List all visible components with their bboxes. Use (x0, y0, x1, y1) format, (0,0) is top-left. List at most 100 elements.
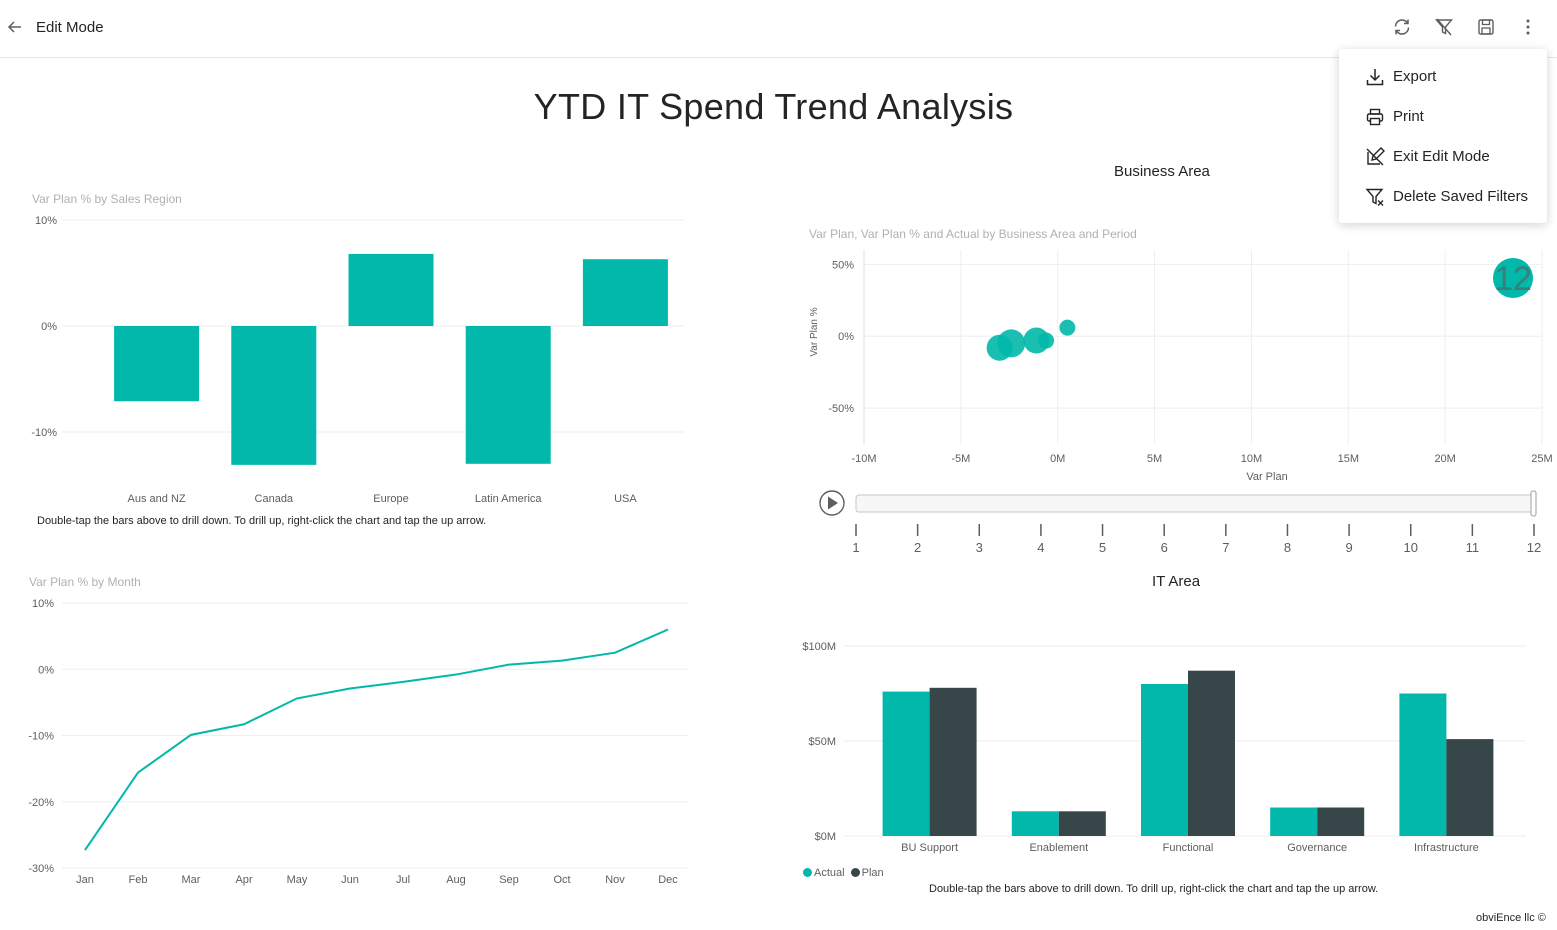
play-axis-label: 11 (1466, 540, 1480, 555)
bar-aus-and-nz (114, 326, 200, 402)
period-badge-label: 12 (1494, 260, 1532, 298)
play-axis-label: 5 (1099, 540, 1106, 555)
play-axis-label: 3 (976, 540, 983, 555)
region-bar-chart[interactable]: 10% 0% -10% Aus and NZ Canada Europe Latin Ame… (0, 205, 700, 510)
x-tick-label: BU Support (901, 842, 958, 854)
bar-plan-functional (1188, 670, 1235, 836)
bubble-point (1059, 319, 1076, 336)
it-area-bar-chart[interactable]: $100M $50M $0M BU Support Enablement Function… (790, 630, 1550, 860)
menu-item-export-label: Export (1393, 68, 1437, 85)
x-tick-label: Jun (341, 874, 359, 886)
bar-plan-enablement (1058, 811, 1106, 836)
x-tick-label: Sep (499, 874, 519, 886)
y-tick-label: $100M (802, 641, 836, 653)
play-axis-label: 9 (1345, 540, 1352, 555)
y-tick-label: 0% (41, 321, 57, 333)
y-tick-label: 50% (832, 259, 854, 271)
play-axis-label: 12 (1527, 540, 1541, 555)
x-tick-label: Aus and NZ (128, 493, 186, 505)
business-area-title: Business Area (1114, 163, 1210, 180)
play-triangle-icon (828, 496, 838, 510)
clear-filter-icon[interactable] (1434, 17, 1454, 37)
y-tick-label: -50% (828, 403, 854, 415)
exit-edit-icon (1366, 147, 1385, 166)
bar-actual-bu-support (882, 691, 930, 836)
menu-item-delete-filters[interactable]: Delete Saved Filters (1339, 177, 1547, 217)
bar-actual-governance (1270, 807, 1318, 836)
y-tick-label: $50M (808, 736, 836, 748)
save-icon[interactable] (1476, 17, 1496, 37)
y-tick-label: -10% (31, 427, 57, 439)
menu-item-export[interactable]: Export (1339, 57, 1547, 97)
x-tick-label: Latin America (475, 493, 543, 505)
x-tick-label: USA (614, 493, 637, 505)
business-area-scatter-chart[interactable]: -10M -5M 0M 5M 10M 15M 20M 25M 50% 0% -50% Var Plan… (800, 245, 1557, 560)
legend-actual-dot (803, 868, 812, 877)
month-line-chart[interactable]: 10% 0% -10% -20% -30% Jan Feb Mar Apr May Jun Jul Au… (0, 590, 700, 895)
y-tick-label: 10% (35, 215, 57, 227)
x-tick-label: -10M (851, 453, 876, 465)
page-title: YTD IT Spend Trend Analysis (533, 86, 1014, 127)
x-tick-label: -5M (951, 453, 970, 465)
x-tick-label: 5M (1147, 453, 1162, 465)
x-tick-label: 0M (1050, 453, 1065, 465)
bar-actual-functional (1141, 684, 1188, 836)
back-arrow-icon[interactable] (6, 18, 24, 36)
menu-item-exit-edit-label: Exit Edit Mode (1393, 148, 1490, 165)
more-options-icon[interactable] (1518, 17, 1538, 37)
more-options-menu: Export Print Exit Edit Mode Delete Saved… (1339, 49, 1547, 223)
play-axis-label: 2 (914, 540, 921, 555)
bar-actual-infrastructure (1399, 693, 1447, 836)
x-tick-label: Jul (396, 874, 410, 886)
menu-item-print-label: Print (1393, 108, 1424, 125)
x-tick-label: Europe (373, 493, 408, 505)
x-axis-title: Var Plan (1246, 471, 1287, 483)
legend-plan[interactable]: Plan (850, 867, 884, 879)
y-tick-label: -20% (28, 797, 54, 809)
scatter-chart-title: Var Plan, Var Plan % and Actual by Busin… (809, 227, 1137, 241)
menu-item-print[interactable]: Print (1339, 97, 1547, 137)
bar-canada (231, 326, 317, 465)
play-axis-thumb[interactable] (1530, 490, 1537, 517)
legend-plan-dot (850, 868, 860, 877)
play-axis-label: 1 (852, 540, 859, 555)
bubble-point (997, 329, 1026, 358)
copyright-text: obviEnce llc © (1476, 912, 1546, 924)
legend-actual-label: Actual (814, 867, 845, 879)
legend-actual[interactable]: Actual (803, 867, 845, 879)
x-tick-label: Canada (255, 493, 294, 505)
bar-usa (582, 259, 668, 326)
bar-latin-america (465, 326, 551, 464)
x-tick-label: Oct (553, 874, 570, 886)
play-axis-label: 7 (1222, 540, 1229, 555)
legend-plan-label: Plan (861, 867, 884, 879)
x-tick-label: Governance (1287, 842, 1347, 854)
it-drill-note: Double-tap the bars above to drill down.… (929, 883, 1379, 895)
menu-item-delete-filters-label: Delete Saved Filters (1393, 188, 1529, 205)
x-tick-label: Apr (235, 874, 252, 886)
x-tick-label: Infrastructure (1414, 842, 1479, 854)
play-axis-label: 4 (1037, 540, 1044, 555)
it-area-legend: Actual Plan (803, 867, 884, 879)
menu-item-exit-edit[interactable]: Exit Edit Mode (1339, 137, 1547, 177)
x-tick-label: Dec (658, 874, 678, 886)
bubble-point (1038, 332, 1055, 349)
y-tick-label: 10% (32, 598, 54, 610)
bar-europe (348, 253, 434, 326)
x-tick-label: Jan (76, 874, 94, 886)
month-chart-title: Var Plan % by Month (29, 575, 141, 589)
y-tick-label: 0% (38, 664, 54, 676)
x-tick-label: 15M (1338, 453, 1359, 465)
play-axis-label: 10 (1403, 540, 1417, 555)
x-tick-label: Nov (605, 874, 625, 886)
delete-filter-icon (1365, 188, 1384, 206)
y-tick-label: -30% (28, 863, 54, 875)
printer-icon (1366, 108, 1384, 126)
play-axis-track (855, 494, 1535, 513)
edit-mode-title: Edit Mode (36, 19, 104, 36)
region-chart-title: Var Plan % by Sales Region (32, 192, 182, 206)
y-axis-title: Var Plan % (809, 307, 820, 356)
download-icon (1366, 69, 1384, 86)
refresh-icon[interactable] (1392, 17, 1412, 37)
y-tick-label: $0M (815, 831, 836, 843)
